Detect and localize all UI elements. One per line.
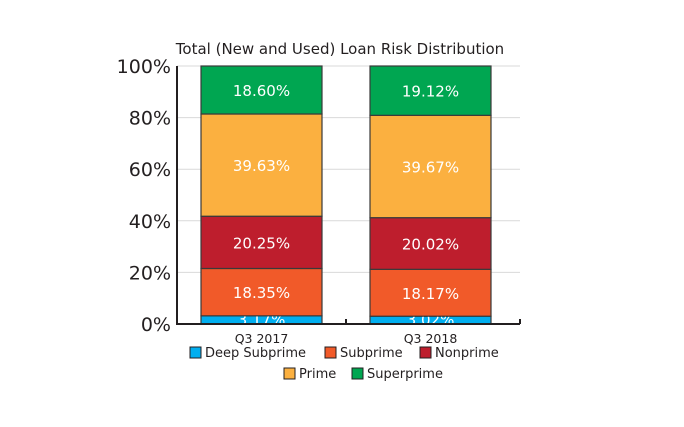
data-label: 39.63% (233, 157, 290, 175)
data-label: 18.60% (233, 82, 290, 100)
y-axis-ticks: 0% 20% 40% 60% 80% 100% (117, 56, 171, 336)
y-tick-label: 0% (141, 314, 171, 336)
legend-swatch (351, 367, 364, 380)
legend-label: Nonprime (435, 346, 499, 361)
legend-item: Superprime (351, 367, 443, 382)
bar-segment-superprime (200, 65, 323, 115)
legend-swatch (324, 346, 337, 359)
legend-label: Superprime (367, 367, 443, 382)
data-label: 18.17% (402, 285, 459, 303)
y-tick-label: 80% (129, 108, 171, 130)
bar-segment-prime (200, 113, 323, 217)
y-tick-label: 40% (129, 211, 171, 233)
legend-swatch (283, 367, 296, 380)
bar-stack: 3.17%18.35%20.25%39.63%18.60% (200, 65, 323, 329)
legend-label: Subprime (340, 346, 403, 361)
x-axis-ticks: Q3 2017 Q3 2018 (235, 331, 458, 346)
legend-item: Subprime (324, 346, 403, 361)
bar-segment-subprime (369, 268, 492, 317)
legend-label: Deep Subprime (205, 346, 306, 361)
bar-stack: 3.02%18.17%20.02%39.67%19.12% (369, 65, 492, 329)
legend-item: Prime (283, 367, 336, 382)
data-label: 19.12% (402, 83, 459, 101)
legend-item: Nonprime (419, 346, 499, 361)
chart-title: Total (New and Used) Loan Risk Distribut… (175, 40, 504, 58)
x-tick-label: Q3 2018 (404, 331, 458, 346)
legend: Deep Subprime Subprime Nonprime Prime Superp… (189, 346, 499, 382)
bar-segment-nonprime (369, 217, 492, 270)
y-tick-label: 100% (117, 56, 171, 78)
axes (176, 66, 521, 325)
legend-swatch (419, 346, 432, 359)
bars: 3.17%18.35%20.25%39.63%18.60%3.02%18.17%… (200, 65, 492, 329)
bar-segment-superprime (369, 65, 492, 116)
data-label: 20.25% (233, 234, 290, 252)
legend-swatch (189, 346, 202, 359)
bar-segment-subprime (200, 267, 323, 317)
legend-label: Prime (299, 367, 336, 382)
data-label: 20.02% (402, 236, 459, 254)
y-tick-label: 60% (129, 159, 171, 181)
bar-segment-prime (369, 114, 492, 219)
data-label: 18.35% (233, 284, 290, 302)
x-tick-label: Q3 2017 (235, 331, 289, 346)
y-tick-label: 20% (129, 262, 171, 284)
legend-item: Deep Subprime (189, 346, 306, 361)
data-label: 39.67% (402, 159, 459, 177)
